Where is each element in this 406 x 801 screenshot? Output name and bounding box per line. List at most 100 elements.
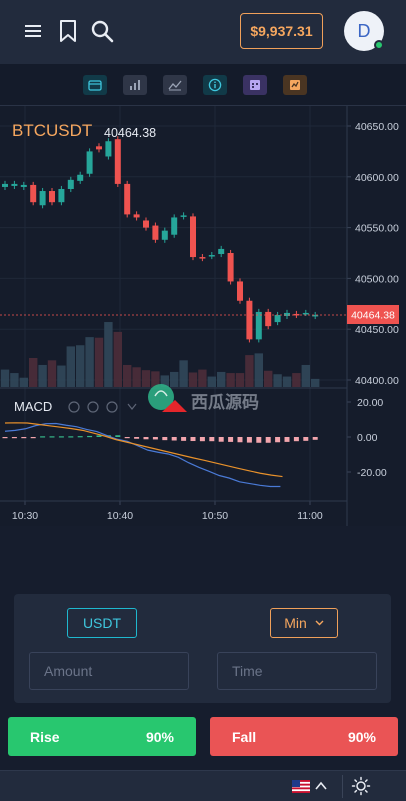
macd-histogram-bar bbox=[284, 437, 290, 442]
candle bbox=[190, 216, 196, 258]
candle bbox=[227, 253, 234, 282]
bookmark-icon[interactable] bbox=[55, 18, 81, 44]
macd-histogram-bar bbox=[11, 437, 17, 439]
candle bbox=[11, 183, 18, 186]
time-input[interactable] bbox=[217, 652, 377, 690]
macd-histogram-bar bbox=[199, 437, 205, 442]
candle bbox=[58, 188, 65, 203]
x-tick-label: 10:40 bbox=[107, 510, 133, 522]
avatar-initial: D bbox=[357, 20, 371, 41]
volume-bar bbox=[38, 364, 47, 387]
volume-bar bbox=[104, 322, 113, 387]
volume-bar bbox=[179, 360, 188, 387]
wallet-icon[interactable] bbox=[83, 75, 107, 95]
volume-bar bbox=[235, 373, 245, 387]
y-tick-label: 40450.00 bbox=[355, 324, 399, 336]
macd-histogram-bar bbox=[312, 437, 318, 440]
candle bbox=[49, 191, 55, 203]
hamburger-menu-icon[interactable] bbox=[22, 18, 48, 44]
x-tick-label: 10:50 bbox=[202, 510, 228, 522]
y-tick-label: 40600.00 bbox=[355, 172, 399, 184]
price-chart[interactable]: 40650.00 40600.00 40550.00 40500.00 40450.00… bbox=[0, 106, 406, 526]
candle bbox=[2, 183, 8, 187]
macd-tick-label: 0.00 bbox=[357, 432, 378, 444]
macd-histogram-bar bbox=[162, 437, 168, 441]
chart-canvas[interactable]: 40650.00 40600.00 40550.00 40500.00 40450.00… bbox=[0, 106, 406, 526]
macd-tick-label: 20.00 bbox=[357, 397, 383, 409]
search-icon[interactable] bbox=[89, 18, 115, 44]
macd-histogram-bar bbox=[87, 435, 93, 438]
amount-input[interactable] bbox=[29, 652, 189, 690]
macd-histogram-bar bbox=[143, 437, 149, 440]
macd-histogram-bar bbox=[303, 437, 309, 441]
volume-bar bbox=[188, 372, 198, 387]
macd-histogram-bar bbox=[40, 436, 46, 438]
macd-histogram-bar bbox=[68, 436, 74, 438]
bar-chart-icon[interactable] bbox=[123, 75, 147, 95]
balance-button[interactable]: $9,937.31 bbox=[240, 13, 323, 49]
candle bbox=[199, 257, 206, 259]
macd-histogram-bar bbox=[256, 437, 262, 443]
volume-bar bbox=[217, 371, 226, 387]
close-icon bbox=[106, 401, 118, 413]
macd-histogram-bar bbox=[30, 437, 36, 439]
macd-histogram-bar bbox=[190, 437, 196, 442]
indicator-controls[interactable] bbox=[68, 401, 137, 413]
footer-bar bbox=[0, 770, 406, 801]
volume-bar bbox=[264, 370, 273, 387]
sun-icon[interactable] bbox=[351, 776, 371, 796]
macd-tick-label: -20.00 bbox=[357, 467, 387, 479]
candle bbox=[274, 314, 281, 323]
macd-histogram-bar bbox=[228, 437, 234, 442]
app-header: $9,937.31 D bbox=[0, 0, 406, 64]
avatar[interactable]: D bbox=[344, 11, 384, 51]
online-status-dot bbox=[374, 40, 384, 50]
macd-histogram-bar bbox=[275, 437, 281, 443]
trade-panel: USDT Min bbox=[14, 594, 391, 703]
info-icon[interactable] bbox=[203, 75, 227, 95]
calendar-icon[interactable] bbox=[243, 75, 267, 95]
candle bbox=[161, 230, 168, 240]
us-flag-icon[interactable] bbox=[292, 780, 310, 793]
watermark-text: 西瓜源码 bbox=[191, 392, 259, 412]
fall-button[interactable]: Fall 90% bbox=[210, 717, 398, 756]
macd-histogram-bar bbox=[21, 437, 27, 439]
last-price-tag-label: 40464.38 bbox=[351, 310, 395, 322]
rise-button[interactable]: Rise 90% bbox=[8, 717, 196, 756]
macd-histogram-bar bbox=[152, 437, 158, 440]
candle bbox=[105, 141, 112, 157]
volume-bar bbox=[0, 369, 10, 387]
macd-histogram-bar bbox=[2, 437, 8, 439]
report-icon[interactable] bbox=[283, 75, 307, 95]
volume-bar bbox=[282, 376, 292, 387]
x-tick-label: 10:30 bbox=[12, 510, 38, 522]
candle bbox=[96, 146, 102, 150]
chevron-up-icon[interactable] bbox=[315, 781, 327, 791]
volume-bar bbox=[254, 353, 263, 387]
volume-bar bbox=[47, 360, 57, 387]
period-label: Min bbox=[284, 615, 307, 631]
x-tick-label: 11:00 bbox=[297, 510, 323, 522]
candle bbox=[86, 151, 93, 174]
fall-label: Fall bbox=[232, 728, 257, 745]
volume-bar bbox=[123, 364, 132, 387]
candle bbox=[302, 312, 309, 315]
volume-bar bbox=[273, 374, 282, 387]
footer-divider bbox=[342, 775, 343, 798]
chart-toolbar bbox=[0, 64, 406, 106]
volume-bar bbox=[29, 358, 38, 387]
candle bbox=[312, 314, 319, 317]
macd-histogram-bar bbox=[124, 437, 130, 439]
candle bbox=[180, 215, 187, 217]
period-selector[interactable]: Min bbox=[270, 608, 338, 638]
candle bbox=[208, 255, 215, 257]
candle bbox=[133, 214, 140, 218]
candle bbox=[124, 183, 131, 215]
volume-bar bbox=[245, 355, 254, 387]
currency-selector[interactable]: USDT bbox=[67, 608, 137, 638]
signal-line bbox=[4, 422, 283, 478]
macd-histogram-bar bbox=[134, 437, 140, 439]
candle bbox=[20, 184, 27, 187]
macd-histogram-bar bbox=[96, 435, 102, 437]
line-chart-icon[interactable] bbox=[163, 75, 187, 95]
